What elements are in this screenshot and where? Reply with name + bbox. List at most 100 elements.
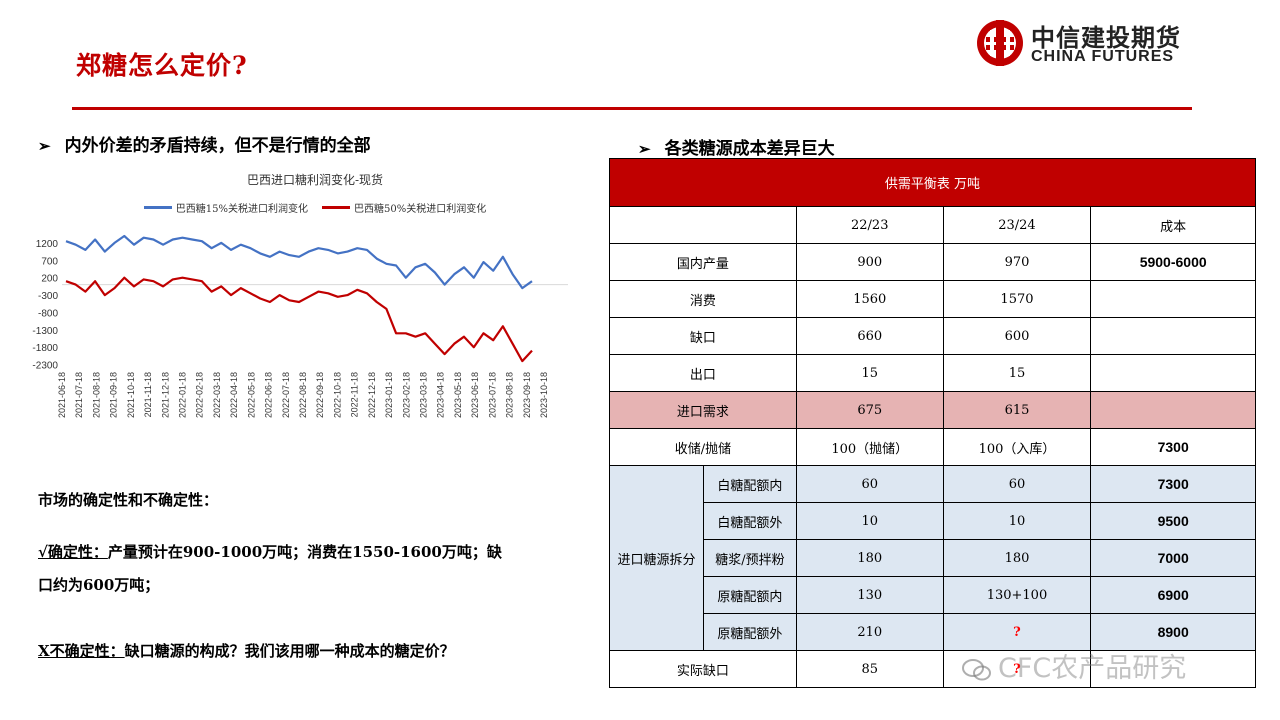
x-tick-label: 2021-06-18 xyxy=(57,372,67,418)
x-tick-label: 2022-09-18 xyxy=(315,372,325,418)
x-tick-label: 2023-07-18 xyxy=(487,372,497,418)
x-tick-label: 2023-02-18 xyxy=(401,372,411,418)
series-line-15pct xyxy=(65,234,533,290)
cell-value: 10 xyxy=(942,502,1092,540)
x-tick-label: 2022-04-18 xyxy=(229,372,239,418)
row-label: 收储/抛储 xyxy=(609,428,797,466)
x-tick-label: 2023-04-18 xyxy=(436,372,446,418)
cell-cost: 6900 xyxy=(1090,576,1256,614)
legend-swatch-blue xyxy=(143,206,172,209)
x-tick-label: 2021-07-18 xyxy=(74,372,84,418)
x-tick-label: 2023-05-18 xyxy=(453,372,463,418)
cell-value: 60 xyxy=(795,465,944,503)
certain-text-2: 口约为600万吨； xyxy=(38,576,160,594)
x-tick-label: 2022-03-18 xyxy=(212,372,222,418)
x-tick-label: 2023-09-18 xyxy=(522,372,532,418)
y-tick-label: 1200 xyxy=(36,239,59,250)
profit-line-chart: 1200 700 200 -300 -800 -1300 -1800 -23002021-06… xyxy=(32,234,568,418)
cell-value: 180 xyxy=(942,539,1092,577)
cell-value: 85 xyxy=(795,650,944,688)
row-label: 实际缺口 xyxy=(609,650,797,688)
cell-value: 675 xyxy=(795,391,944,429)
x-tick-label: 2022-06-18 xyxy=(264,372,274,418)
column-header: 成本 xyxy=(1090,206,1256,244)
cell-value: 660 xyxy=(795,317,944,355)
cell-value: 1570 xyxy=(942,280,1092,318)
cell-value: 1560 xyxy=(795,280,944,318)
cell-value: 900 xyxy=(795,243,944,281)
x-tick-label: 2021-09-18 xyxy=(109,372,119,418)
legend-item-50: 巴西糖50%关税进口利润变化 xyxy=(322,200,486,215)
cell-value: 615 xyxy=(942,391,1092,429)
chart-title: 巴西进口糖利润变化-现货 xyxy=(246,173,384,187)
wechat-icon xyxy=(962,658,991,680)
company-logo-icon xyxy=(977,20,1023,66)
cell-value: 60 xyxy=(942,465,1092,503)
row-label: 缺口 xyxy=(609,317,797,355)
uncertain-label: X不确定性： xyxy=(38,642,125,660)
legend-label-50: 巴西糖50%关税进口利润变化 xyxy=(354,204,487,215)
series-line-50pct xyxy=(65,276,533,363)
y-tick-label: 200 xyxy=(41,274,58,285)
uncertain-text: 缺口糖源的构成？我们该用哪一种成本的糖定价？ xyxy=(124,642,455,660)
row-label: 原糖配额外 xyxy=(702,613,797,651)
logo-text-cn: 中信建投期货 xyxy=(1031,24,1181,52)
cell-value: 100（抛储） xyxy=(795,428,944,466)
row-label: 糖浆/预拌粉 xyxy=(702,539,797,577)
table-row-actual-gap: 实际缺口 85 ? xyxy=(609,650,1256,688)
x-tick-label: 2023-01-18 xyxy=(384,372,394,418)
page-title: 郑糖怎么定价? xyxy=(76,51,248,80)
x-tick-label: 2021-08-18 xyxy=(91,372,101,418)
table-row-import-source: 进口糖源拆分 白糖配额内 60 60 7300 xyxy=(609,465,1256,651)
cell-value: 100（入库） xyxy=(942,428,1092,466)
table-row-import-source: 糖浆/预拌粉 180 180 7000 xyxy=(610,539,1256,577)
x-tick-label: 2022-05-18 xyxy=(246,372,256,418)
table-row: 缺口 660 600 xyxy=(609,317,1256,355)
cell-cost xyxy=(1090,391,1256,429)
x-tick-label: 2021-12-18 xyxy=(160,372,170,418)
x-tick-label: 2023-03-18 xyxy=(419,372,429,418)
column-header: 23/24 xyxy=(942,206,1092,244)
cell-cost xyxy=(1090,354,1256,392)
x-tick-label: 2022-11-18 xyxy=(350,372,360,417)
x-tick-label: 2023-10-18 xyxy=(539,372,549,418)
row-label: 原糖配额内 xyxy=(702,576,797,614)
cell-value: 10 xyxy=(795,502,944,540)
certain-label: √确定性： xyxy=(38,543,108,561)
x-tick-label: 2022-08-18 xyxy=(298,372,308,418)
table-row-import-demand: 进口需求 675 615 xyxy=(609,391,1256,429)
y-tick-label: -2300 xyxy=(32,361,58,372)
table-row: 国内产量 900 970 5900-6000 xyxy=(609,243,1256,281)
row-label: 白糖配额外 xyxy=(702,502,797,540)
chart-legend: 巴西糖15%关税进口利润变化 巴西糖50%关税进口利润变化 xyxy=(60,200,570,215)
cell-value: 15 xyxy=(942,354,1092,392)
row-label: 白糖配额内 xyxy=(702,465,797,503)
cell-cost: 7300 xyxy=(1090,465,1256,503)
cell-cost xyxy=(1090,650,1256,688)
legend-swatch-red xyxy=(322,206,350,209)
arrow-bullet-icon: ➢ xyxy=(638,140,651,158)
cell-value-unknown: ? xyxy=(942,650,1092,688)
table-row: 消费 1560 1570 xyxy=(609,280,1256,318)
cell-cost: 9500 xyxy=(1090,502,1256,540)
left-bullet: ➢ 内外价差的矛盾持续，但不是行情的全部 xyxy=(38,131,371,156)
certain-text-1: 产量预计在900-1000万吨；消费在1550-1600万吨；缺 xyxy=(107,543,502,561)
cell-value: 180 xyxy=(795,539,944,577)
y-tick-label: 700 xyxy=(41,256,58,267)
column-header-blank xyxy=(609,206,797,244)
x-tick-label: 2022-07-18 xyxy=(281,372,291,418)
cell-value: 970 xyxy=(942,243,1092,281)
uncertainty-paragraph: X不确定性：缺口糖源的构成？我们该用哪一种成本的糖定价？ xyxy=(38,635,455,668)
logo-text-en: CHINA FUTURES xyxy=(1031,48,1175,65)
table-row: 出口 15 15 xyxy=(609,354,1256,392)
x-tick-label: 2022-02-18 xyxy=(195,372,205,418)
cell-value: 130 xyxy=(795,576,944,614)
x-tick-label: 2021-11-18 xyxy=(143,372,153,417)
x-tick-label: 2021-10-18 xyxy=(126,372,136,418)
title-divider xyxy=(72,107,1192,110)
y-tick-label: -800 xyxy=(38,308,58,319)
x-tick-label: 2023-08-18 xyxy=(505,372,515,418)
table-header: 供需平衡表 万吨 xyxy=(609,158,1256,207)
cell-value: 210 xyxy=(795,613,944,651)
legend-label-15: 巴西糖15%关税进口利润变化 xyxy=(175,204,308,215)
